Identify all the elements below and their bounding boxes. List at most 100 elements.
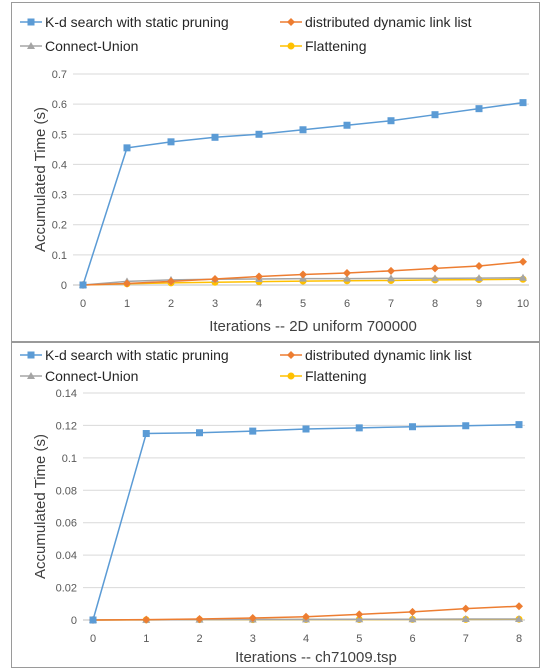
x-tick-label: 3 <box>212 298 218 310</box>
data-point <box>462 422 470 430</box>
legend-swatch-marker <box>27 18 35 26</box>
data-point <box>387 274 395 282</box>
y-tick-label: 0.14 <box>56 388 77 400</box>
legend-swatch-marker <box>287 372 295 380</box>
data-point <box>515 421 523 429</box>
legend-entry: K-d search with static pruning <box>20 14 229 30</box>
legend-label: Flattening <box>305 368 366 384</box>
data-point <box>79 281 87 289</box>
data-point <box>302 425 310 433</box>
legend-entry: distributed dynamic link list <box>280 347 472 363</box>
x-tick-label: 0 <box>90 633 96 645</box>
x-tick-label: 0 <box>80 298 86 310</box>
legend-label: distributed dynamic link list <box>305 14 472 30</box>
legend-swatch-marker <box>287 18 295 26</box>
data-point <box>249 427 257 435</box>
legend-label: distributed dynamic link list <box>305 347 472 363</box>
data-point <box>408 615 417 623</box>
legend-swatch-marker <box>27 42 35 49</box>
y-tick-label: 0.06 <box>56 518 77 530</box>
data-point <box>195 615 204 624</box>
x-tick-label: 4 <box>256 298 262 310</box>
legend-swatch-marker <box>287 42 295 50</box>
data-point <box>409 423 416 431</box>
y-tick-label: 0.1 <box>52 250 67 262</box>
y-tick-label: 0.08 <box>56 485 77 497</box>
data-point <box>475 262 483 271</box>
y-tick-label: 0.3 <box>52 190 67 202</box>
x-tick-label: 7 <box>388 298 394 310</box>
y-axis-title: Accumulated Time (s) <box>32 434 49 579</box>
data-point <box>142 615 151 624</box>
data-point <box>461 604 470 613</box>
x-tick-label: 9 <box>476 298 482 310</box>
legend-entry: K-d search with static pruning <box>20 347 229 363</box>
data-point <box>255 130 263 138</box>
data-point <box>431 274 439 282</box>
x-tick-label: 3 <box>250 633 256 645</box>
data-point <box>461 615 470 623</box>
data-point <box>343 121 351 129</box>
data-point <box>211 133 219 141</box>
data-point <box>355 424 363 432</box>
x-tick-label: 2 <box>196 633 202 645</box>
data-point <box>196 429 203 437</box>
data-point <box>475 274 483 282</box>
data-point <box>515 602 523 611</box>
legend-entry: Connect-Union <box>20 368 138 384</box>
y-tick-label: 0.02 <box>56 583 77 595</box>
x-tick-label: 2 <box>168 298 174 310</box>
data-point <box>255 272 263 281</box>
data-point <box>387 117 395 125</box>
x-tick-label: 4 <box>303 633 309 645</box>
legend-label: K-d search with static pruning <box>45 14 229 30</box>
y-tick-label: 0.1 <box>62 453 77 465</box>
data-point <box>519 257 527 266</box>
legend-swatch-marker <box>27 372 35 379</box>
data-point <box>475 105 483 113</box>
legend-label: Flattening <box>305 38 366 54</box>
chart-panel-2: 0 0.02 0.04 0.06 0.08 0.1 0.12 0.14 0 1 2 3 4 5 6 7 8 K-d… <box>11 342 540 668</box>
x-axis-title: Iterations -- 2D uniform 700000 <box>209 318 417 335</box>
x-axis-title: Iterations -- ch71009.tsp <box>235 649 397 666</box>
y-axis-title: Accumulated Time (s) <box>32 107 49 252</box>
y-tick-label: 0.12 <box>56 420 77 432</box>
data-point <box>299 270 307 279</box>
y-tick-label: 0.5 <box>52 129 67 141</box>
x-tick-label: 10 <box>517 298 529 310</box>
data-point <box>211 274 219 283</box>
y-tick-label: 0.04 <box>56 550 77 562</box>
data-point <box>519 99 527 107</box>
legend-swatch-marker <box>27 351 35 359</box>
x-tick-label: 7 <box>463 633 469 645</box>
data-point <box>355 615 364 623</box>
data-point <box>89 616 97 624</box>
legend-entry: Connect-Union <box>20 38 138 54</box>
x-tick-label: 6 <box>409 633 415 645</box>
x-tick-label: 1 <box>124 298 130 310</box>
legend-swatch-marker <box>287 351 295 359</box>
data-point <box>355 610 364 619</box>
x-tick-label: 1 <box>143 633 149 645</box>
x-tick-label: 5 <box>356 633 362 645</box>
x-tick-label: 8 <box>432 298 438 310</box>
y-tick-label: 0.2 <box>52 220 67 232</box>
data-point <box>142 430 150 438</box>
data-point <box>167 138 175 146</box>
data-point <box>343 268 351 277</box>
x-tick-label: 8 <box>516 633 522 645</box>
series-k-d-search-with-static-pruning <box>79 99 527 289</box>
data-point <box>123 279 131 288</box>
legend-entry: Flattening <box>280 368 366 384</box>
data-point <box>408 607 417 616</box>
chart-frame <box>11 342 540 668</box>
data-point <box>299 126 307 134</box>
data-point <box>248 614 257 623</box>
y-tick-label: 0.7 <box>52 69 67 81</box>
data-point <box>431 264 439 273</box>
y-tick-label: 0 <box>61 280 67 292</box>
legend-entry: Flattening <box>280 38 366 54</box>
x-tick-label: 6 <box>344 298 350 310</box>
